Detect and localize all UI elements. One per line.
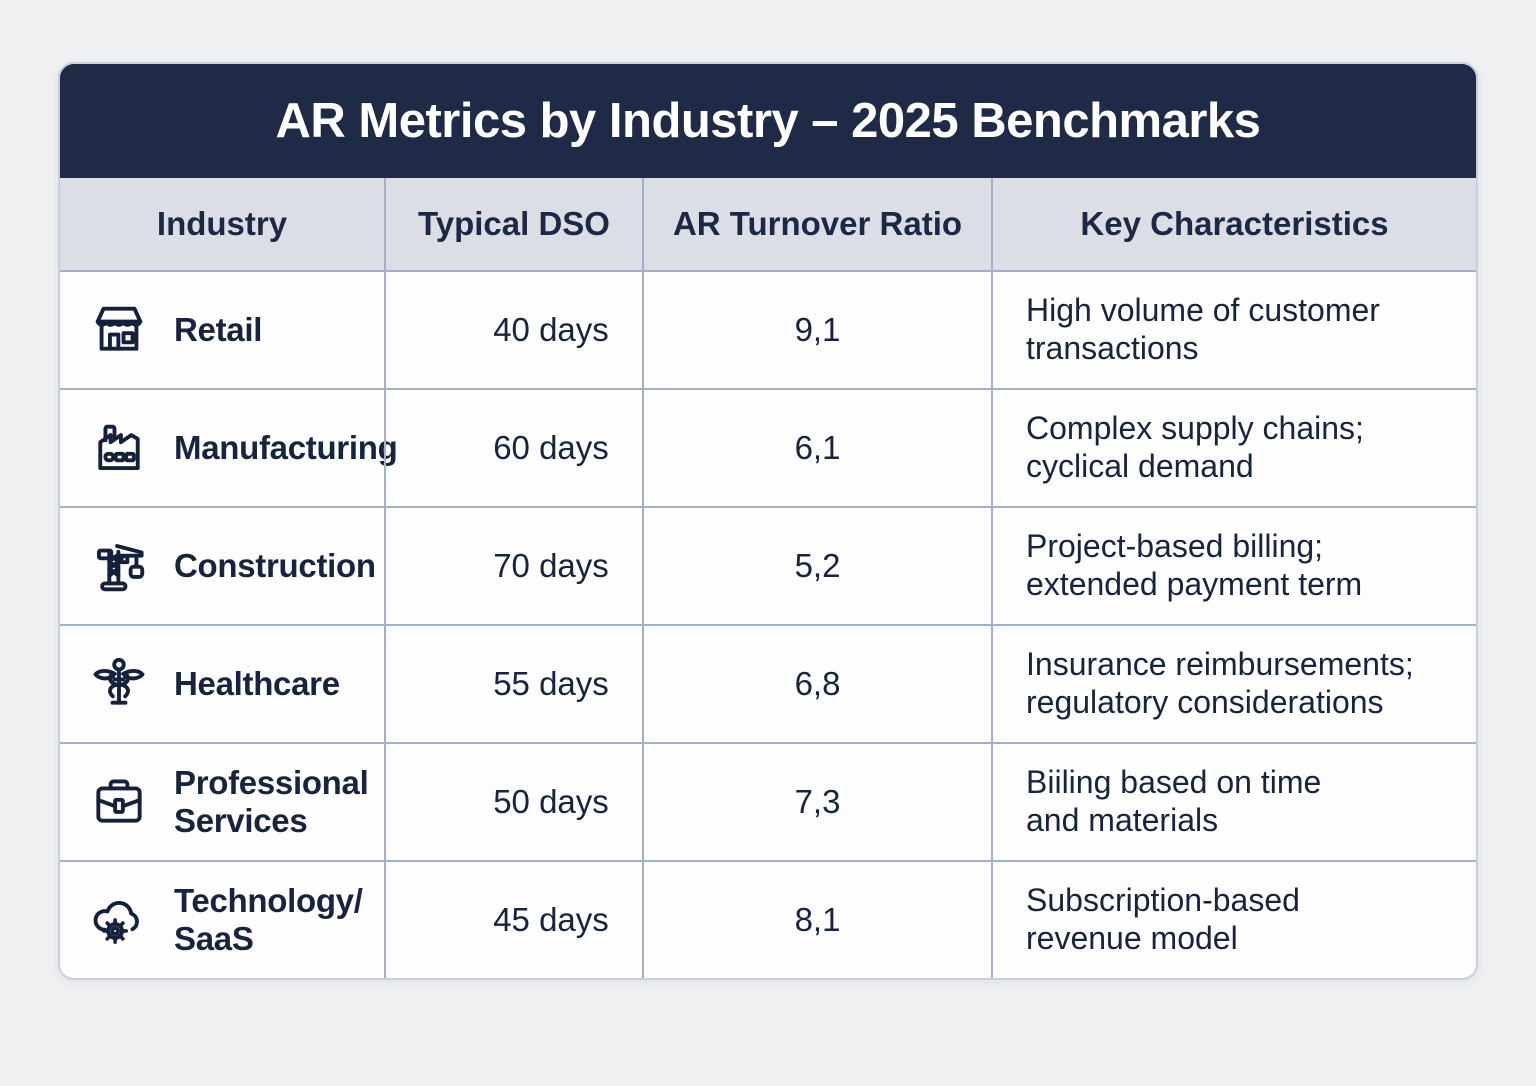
- industry-cell: Technology/ SaaS: [60, 862, 384, 978]
- industry-cell: Manufacturing: [60, 390, 398, 506]
- dso-value: 70 days: [384, 508, 642, 624]
- column-header-industry: Industry: [156, 205, 288, 242]
- industry-label: Professional Services: [174, 764, 369, 839]
- industry-label: Manufacturing: [174, 429, 398, 467]
- turnover-value: 6,1: [642, 390, 991, 506]
- industry-cell: Construction: [60, 508, 384, 624]
- turnover-value: 8,1: [642, 862, 991, 978]
- dso-value: 60 days: [384, 390, 642, 506]
- table-row: Technology/ SaaS 45 days 8,1 Subscriptio…: [60, 860, 1476, 978]
- table-title: AR Metrics by Industry – 2025 Benchmarks: [275, 94, 1261, 148]
- column-header-characteristics: Key Characteristics: [991, 178, 1476, 270]
- industry-cell: Retail: [60, 272, 384, 388]
- industry-cell: Professional Services: [60, 744, 384, 860]
- turnover-value: 9,1: [642, 272, 991, 388]
- dso-value: 40 days: [384, 272, 642, 388]
- characteristics-text: Project-based billing; extended payment …: [991, 508, 1476, 624]
- storefront-icon: [95, 306, 143, 351]
- turnover-value: 5,2: [642, 508, 991, 624]
- crane-icon: [97, 544, 145, 592]
- industry-label: Technology/ SaaS: [174, 882, 363, 957]
- cloud-gear-icon: [93, 901, 139, 944]
- turnover-value: 7,3: [642, 744, 991, 860]
- industry-label: Construction: [174, 547, 376, 585]
- table-row: Professional Services 50 days 7,3 Biilin…: [60, 742, 1476, 860]
- column-header-dso: Typical DSO: [384, 178, 642, 270]
- caduceus-icon: [93, 657, 145, 705]
- table-header: AR Metrics by Industry – 2025 Benchmarks: [60, 64, 1476, 178]
- industry-label: Healthcare: [174, 665, 340, 703]
- characteristics-text: High volume of customer transactions: [991, 272, 1476, 388]
- industry-label: Retail: [174, 311, 263, 349]
- characteristics-text: Complex supply chains; cyclical demand: [991, 390, 1476, 506]
- industry-cell: Healthcare: [60, 626, 384, 742]
- column-header-turnover: AR Turnover Ratio: [642, 178, 991, 270]
- benchmark-table-card: AR Metrics by Industry – 2025 Benchmarks…: [58, 62, 1478, 980]
- briefcase-icon: [96, 779, 142, 823]
- turnover-value: 6,8: [642, 626, 991, 742]
- table-row: Manufacturing 60 days 6,1 Complex supply…: [60, 388, 1476, 506]
- table-row: Construction 70 days 5,2 Project-based b…: [60, 506, 1476, 624]
- characteristics-text: Subscription-based revenue model: [991, 862, 1476, 978]
- column-header-row: Industry Typical DSO AR Turnover Ratio K…: [60, 178, 1476, 270]
- factory-icon: [98, 424, 140, 470]
- characteristics-text: Insurance reimbursements; regulatory con…: [991, 626, 1476, 742]
- characteristics-text: Biiling based on time and materials: [991, 744, 1476, 860]
- dso-value: 45 days: [384, 862, 642, 978]
- table-row: Retail 40 days 9,1 High volume of custom…: [60, 270, 1476, 388]
- table-row: Healthcare 55 days 6,8 Insurance reimbur…: [60, 624, 1476, 742]
- dso-value: 55 days: [384, 626, 642, 742]
- dso-value: 50 days: [384, 744, 642, 860]
